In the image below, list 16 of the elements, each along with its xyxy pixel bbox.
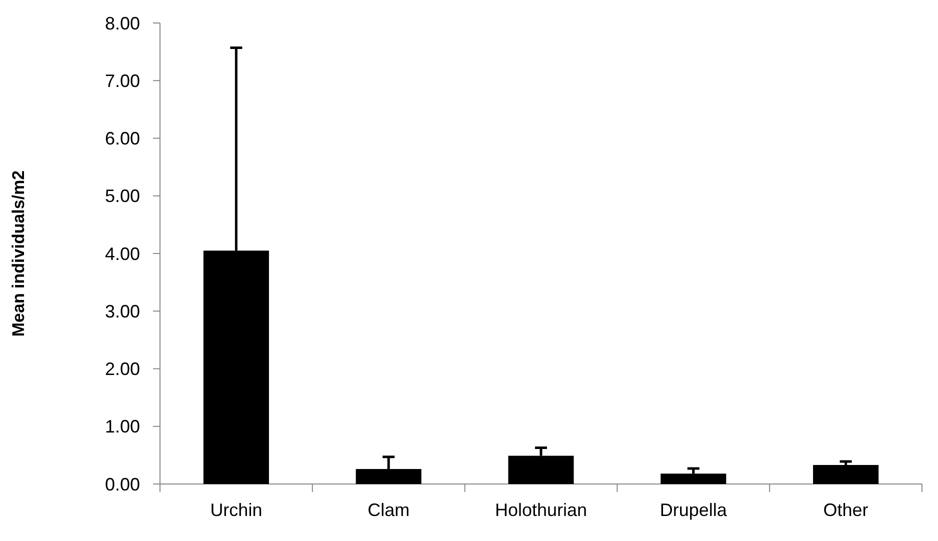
y-tick-label: 3.00 (104, 301, 140, 322)
x-tick-label: Drupella (660, 500, 728, 520)
y-tick-label: 1.00 (104, 416, 140, 437)
y-tick-label: 7.00 (104, 70, 140, 91)
y-tick-label: 6.00 (104, 128, 140, 149)
x-tick-label: Urchin (210, 500, 262, 520)
y-tick-label: 8.00 (104, 13, 140, 34)
x-tick-label: Holothurian (494, 500, 588, 520)
bar (813, 464, 879, 484)
x-tick-label: Clam (368, 500, 410, 520)
x-tick-label: Other (823, 500, 868, 520)
y-tick-label: 4.00 (104, 244, 140, 264)
y-tick-label: 2.00 (104, 359, 140, 380)
y-tick-label: 5.00 (104, 186, 140, 206)
y-axis-title: Mean individuals/m2 (9, 170, 28, 337)
y-tick-label: 0.00 (104, 474, 140, 494)
